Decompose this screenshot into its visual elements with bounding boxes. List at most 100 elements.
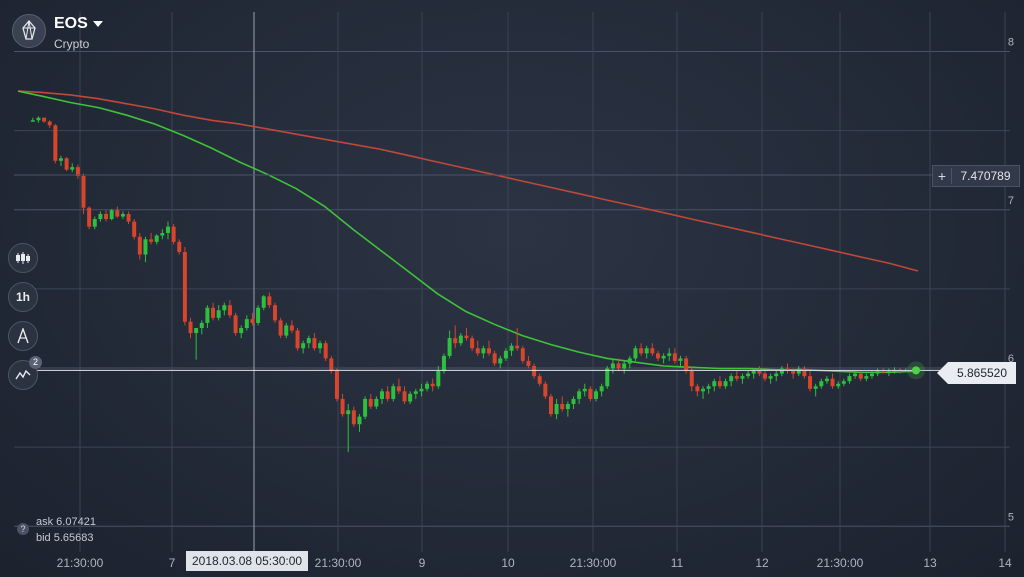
x-tick-label: 21:30:00 — [57, 556, 104, 570]
candle-body — [329, 358, 334, 372]
candle-body — [768, 376, 773, 379]
candle-body — [380, 391, 384, 399]
drawing-tool-button[interactable] — [8, 321, 38, 351]
candle-body — [357, 416, 362, 425]
candle-body — [64, 158, 69, 170]
candle-body — [464, 335, 469, 339]
candle-body — [419, 388, 424, 392]
asset-selector[interactable]: EOS — [54, 15, 103, 33]
asset-category: Crypto — [54, 37, 90, 51]
candle-body — [582, 388, 587, 392]
candle-body — [487, 348, 492, 354]
candle-body — [211, 307, 216, 318]
candle-body — [408, 393, 413, 402]
candle-body — [261, 296, 266, 308]
candle-body — [385, 391, 390, 399]
candle-body — [470, 338, 475, 349]
add-level-button[interactable]: + — [933, 168, 952, 184]
y-tick-label: 8 — [1008, 37, 1014, 49]
candle-body — [605, 368, 610, 387]
candle-body — [171, 226, 176, 242]
chart-type-button[interactable] — [8, 243, 38, 273]
candle-body — [571, 398, 576, 404]
indicators-button[interactable]: 2 — [8, 356, 42, 390]
candle-body — [808, 376, 813, 389]
candle-body — [104, 214, 109, 220]
candle-body — [374, 398, 379, 407]
candle-body — [757, 371, 762, 374]
candle-body — [413, 391, 418, 394]
candle-body — [712, 381, 717, 387]
candle-body — [684, 358, 689, 372]
x-tick-label: 11 — [671, 556, 684, 570]
candle-body — [216, 310, 221, 318]
candle-body — [847, 376, 852, 382]
timeframe-button[interactable]: 1h — [8, 282, 38, 312]
candle-body — [509, 345, 514, 351]
candle-body — [881, 371, 886, 373]
candle-body — [244, 319, 249, 328]
y-tick-label: 6 — [1008, 353, 1014, 365]
candle-body — [886, 371, 891, 373]
candle-body — [447, 338, 452, 356]
candle-body — [272, 305, 277, 321]
candle-body — [526, 360, 531, 366]
candle-body — [537, 376, 542, 384]
candle-body — [351, 410, 356, 425]
fast-ma-line — [17, 90, 919, 374]
candle-body — [149, 239, 154, 242]
candle-body — [239, 328, 244, 334]
candle-body — [441, 355, 446, 372]
x-tick-label: 21:30:00 — [315, 556, 362, 570]
candle-body — [143, 239, 148, 255]
candle-body — [199, 322, 204, 328]
candle-body — [853, 373, 858, 377]
price-level-tag: + 7.470789 — [932, 165, 1020, 187]
candle-body — [785, 368, 790, 372]
x-tick-label: 12 — [755, 556, 769, 570]
candle-body — [830, 378, 835, 387]
candle-body — [717, 381, 722, 387]
candle-body — [109, 210, 114, 220]
candle-body — [391, 386, 396, 399]
asset-header: EOS Crypto — [12, 14, 103, 51]
help-icon[interactable]: ? — [17, 523, 29, 535]
candle-body — [81, 176, 86, 208]
candle-body — [520, 348, 525, 361]
candle-body — [227, 305, 232, 316]
y-tick-label: 5 — [1008, 511, 1014, 523]
candle-body — [819, 381, 824, 387]
eos-logo-icon — [12, 14, 46, 48]
x-tick-label: 14 — [998, 556, 1012, 570]
candle-body — [543, 383, 548, 397]
candle-body — [306, 338, 311, 344]
candle-body — [430, 383, 435, 387]
candle-body — [554, 404, 559, 415]
candle-body — [120, 214, 125, 217]
candle-body — [126, 214, 131, 222]
candle-body — [869, 373, 874, 377]
candle-body — [396, 386, 401, 392]
chevron-down-icon — [92, 21, 103, 27]
candle-body — [740, 376, 745, 379]
candle-body — [436, 371, 441, 387]
candle-body — [616, 363, 621, 369]
candle-body — [368, 398, 373, 407]
candle-body — [779, 368, 784, 374]
candle-body — [864, 376, 869, 379]
candle-body — [70, 167, 75, 170]
candle-body — [132, 221, 137, 237]
candle-body — [599, 386, 604, 392]
candle-body — [498, 358, 503, 364]
candle-body — [334, 371, 339, 399]
candle-body — [250, 319, 255, 323]
candle-body — [791, 371, 796, 374]
candle-body — [594, 391, 599, 399]
candle-body — [667, 353, 672, 356]
candle-body — [723, 381, 728, 387]
candle-body — [650, 348, 655, 354]
candle-body — [565, 404, 570, 410]
indicators-count-badge: 2 — [29, 356, 42, 369]
candle-body — [903, 370, 908, 372]
